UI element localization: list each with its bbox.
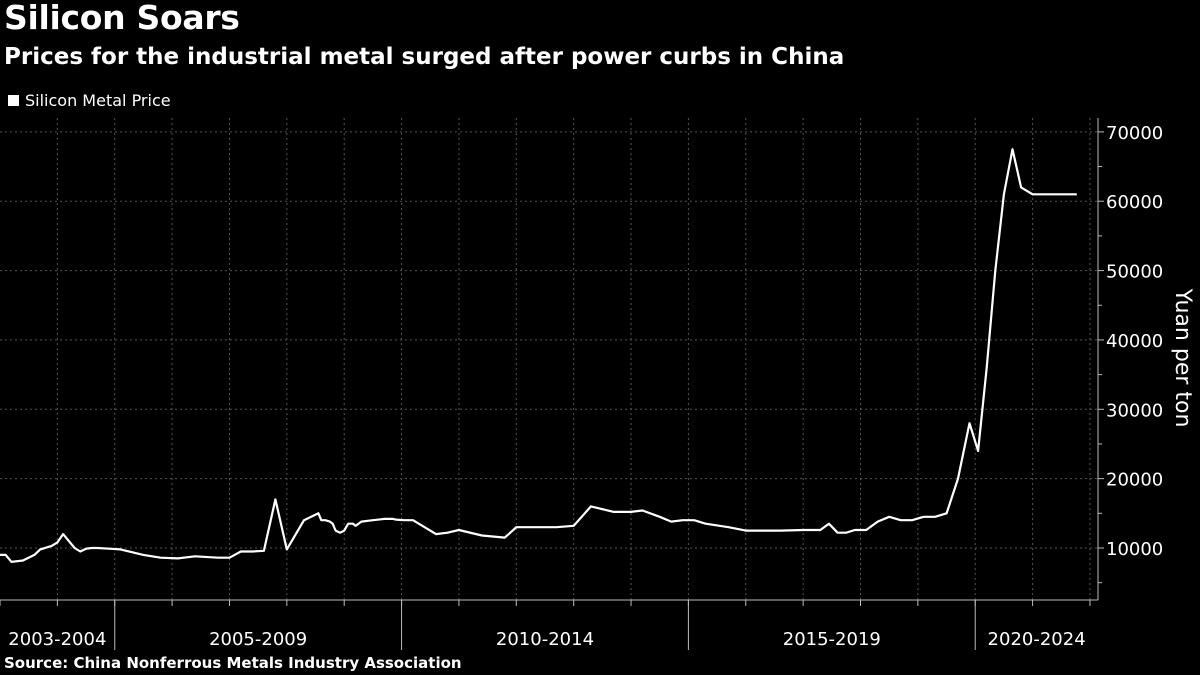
legend-swatch (8, 95, 19, 106)
y-axis-label: Yuan per ton (1170, 288, 1195, 428)
x-period-label: 2015-2019 (783, 629, 881, 650)
source-note: Source: China Nonferrous Metals Industry… (4, 654, 462, 672)
y-tick-label: 30000 (1106, 400, 1163, 421)
series-line-silicon-metal-price (0, 148, 1078, 564)
y-tick-label: 70000 (1106, 123, 1163, 144)
x-period-label: 2010-2014 (496, 629, 594, 650)
x-period-label: 2020-2024 (988, 629, 1086, 650)
legend: Silicon Metal Price (8, 91, 171, 110)
y-tick-label: 40000 (1106, 331, 1163, 352)
x-period-label: 2003-2004 (8, 629, 106, 650)
y-tick-label: 10000 (1106, 539, 1163, 560)
y-tick-label: 60000 (1106, 192, 1163, 213)
y-tick-label: 50000 (1106, 262, 1163, 283)
x-period-label: 2005-2009 (209, 629, 307, 650)
y-tick-label: 20000 (1106, 470, 1163, 491)
legend-label: Silicon Metal Price (25, 91, 171, 110)
chart-subtitle: Prices for the industrial metal surged a… (4, 44, 845, 70)
chart-title: Silicon Soars (4, 0, 240, 37)
